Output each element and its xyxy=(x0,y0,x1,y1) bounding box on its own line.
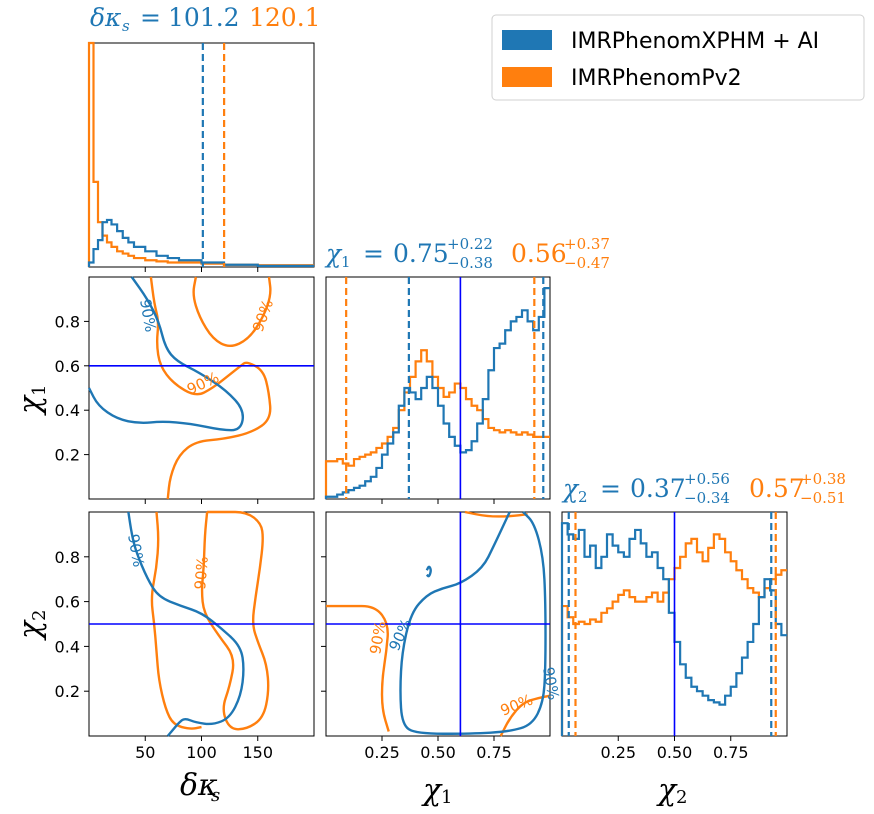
hist-chi1-orange xyxy=(324,349,550,499)
title-chi1-orange-plus: +0.37 xyxy=(564,235,610,253)
xtick-label-c21-2: 0.75 xyxy=(476,743,512,762)
title-chi1: χ 1 = 0.75 +0.22 −0.38 0.56 +0.37 −0.47 xyxy=(324,235,610,272)
contour-c10-blue xyxy=(87,276,245,432)
panel-hist-chi2 xyxy=(560,511,788,737)
contour-label-blue-c21b: 90% xyxy=(539,666,563,702)
contour-c20-orange-a xyxy=(150,511,202,730)
panel-chi2-vs-chi1 xyxy=(325,510,551,737)
xtick-label-c21-1: 0.50 xyxy=(420,743,456,762)
legend-swatch-blue xyxy=(502,30,552,50)
ylabel-chi1-symbol: χ xyxy=(13,394,48,416)
ylabel-chi1-sub: 1 xyxy=(29,385,50,396)
xlabel-chi1-sub: 1 xyxy=(441,787,452,808)
ytick-label-c10-1: 0.4 xyxy=(55,401,80,420)
contour-label-blue-c20: 90% xyxy=(124,533,148,569)
xlabel-chi2-symbol: χ xyxy=(656,773,678,808)
panel-hist-dks xyxy=(87,41,315,268)
title-chi2-blue-minus: −0.34 xyxy=(684,489,730,507)
xtick-label-h2-2: 0.75 xyxy=(713,743,749,762)
contour-c20-blue xyxy=(127,511,245,737)
hist-chi1-blue xyxy=(324,287,550,499)
svg-text:=: = xyxy=(363,239,384,268)
ytick-label-c10-0: 0.2 xyxy=(55,446,80,465)
title-chi2-orange-plus: +0.38 xyxy=(800,470,846,488)
title-chi1-blue-minus: −0.38 xyxy=(447,254,493,272)
title-chi1-blue-median: 0.75 xyxy=(393,239,449,268)
contour-c20-orange-b xyxy=(200,510,270,731)
xtick-label-c21-0: 0.25 xyxy=(364,743,400,762)
contour-c10-orange-b xyxy=(192,276,272,348)
panel-chi2-vs-dks xyxy=(88,510,315,737)
contour-c21-orange-c xyxy=(464,510,528,518)
ytick-label-c10-2: 0.6 xyxy=(55,357,80,376)
xlabel-dks-symbol: δκ xyxy=(180,768,218,803)
contour-c21-orange-a xyxy=(326,604,390,732)
title-chi1-param: χ xyxy=(324,239,343,268)
legend-label-blue: IMRPhenomXPHM + AI xyxy=(571,29,819,54)
title-chi2-blue-plus: +0.56 xyxy=(684,470,730,488)
contour-label-orange-c20: 90% xyxy=(191,556,212,591)
xlabel-chi1-symbol: χ xyxy=(421,773,443,808)
legend-swatch-orange xyxy=(502,67,552,87)
title-chi2-orange-minus: −0.51 xyxy=(800,489,846,507)
svg-text:=: = xyxy=(140,3,161,32)
title-chi2-sub: 2 xyxy=(578,488,588,506)
ytick-label-c20-3: 0.8 xyxy=(55,548,80,567)
ylabel-chi2-symbol: χ xyxy=(13,619,48,641)
title-chi1-orange-median: 0.56 xyxy=(511,239,567,268)
svg-text:=: = xyxy=(600,474,621,503)
title-dks-blue-median: 101.2 xyxy=(168,3,240,32)
contour-c21-blue-b xyxy=(425,565,432,578)
contour-label-orange-c21a: 90% xyxy=(366,620,390,656)
title-chi2-param: χ xyxy=(561,474,580,503)
title-chi1-sub: 1 xyxy=(341,253,351,271)
ytick-label-c20-1: 0.4 xyxy=(55,637,80,656)
xlabel-dks-sub: s xyxy=(211,785,220,806)
title-dks-orange-median: 120.1 xyxy=(249,3,321,32)
legend-label-orange: IMRPhenomPv2 xyxy=(571,66,742,91)
title-chi2: χ 2 = 0.37 +0.56 −0.34 0.57 +0.38 −0.51 xyxy=(561,470,846,507)
xtick-label-c20-2: 150 xyxy=(242,743,273,762)
title-chi2-orange-median: 0.57 xyxy=(749,474,805,503)
title-dks-sub: s xyxy=(122,17,130,35)
legend: IMRPhenomXPHM + AI IMRPhenomPv2 xyxy=(491,14,865,101)
title-chi1-blue-plus: +0.22 xyxy=(447,235,493,253)
title-chi2-blue-median: 0.37 xyxy=(630,474,686,503)
tick-marks: 50 100 150 0.25 0.50 0.75 0.25 0.50 0.75 0.2 0.4 0.… xyxy=(55,267,749,762)
title-chi1-orange-minus: −0.47 xyxy=(564,254,610,272)
xtick-label-h2-0: 0.25 xyxy=(600,743,636,762)
hist-dks-blue xyxy=(87,218,314,267)
title-dks: δκ s = 101.2 120.1 xyxy=(90,3,321,35)
ytick-label-c20-0: 0.2 xyxy=(55,682,80,701)
contour-label-blue-c10: 90% xyxy=(136,298,160,334)
contour-c21-blue-a xyxy=(399,511,547,735)
panel-hist-chi1 xyxy=(324,276,551,500)
axis-labels: δκ s χ 1 χ 2 χ 1 χ 2 xyxy=(13,385,687,808)
ytick-label-c10-3: 0.8 xyxy=(55,312,80,331)
ytick-label-c20-2: 0.6 xyxy=(55,593,80,612)
title-dks-param: δκ xyxy=(90,3,122,32)
ylabel-chi2-sub: 2 xyxy=(29,610,50,621)
xtick-label-c20-0: 50 xyxy=(135,743,155,762)
xtick-label-h2-1: 0.50 xyxy=(657,743,693,762)
panel-chi1-vs-dks xyxy=(87,276,315,500)
xtick-label-c20-1: 100 xyxy=(186,743,217,762)
xlabel-chi2-sub: 2 xyxy=(676,787,687,808)
